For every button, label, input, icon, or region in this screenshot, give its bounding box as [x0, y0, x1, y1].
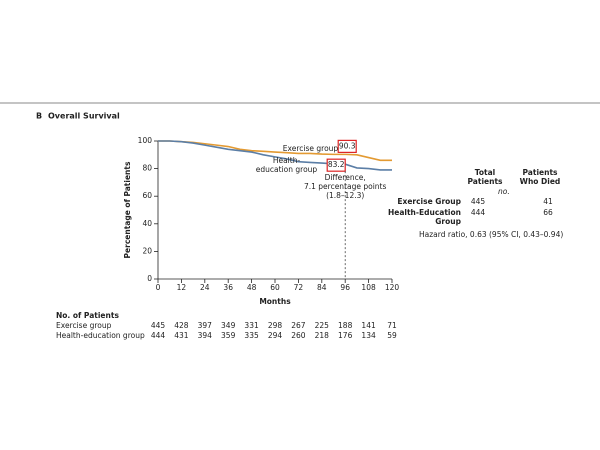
risk-count: 260 — [291, 331, 306, 340]
chart-title: Overall Survival — [48, 112, 120, 121]
x-tick-label: 48 — [247, 283, 257, 292]
x-tick-label: 120 — [385, 283, 400, 292]
x-tick-label: 12 — [177, 283, 187, 292]
y-axis-label: Percentage of Patients — [123, 161, 132, 258]
risk-count: 188 — [338, 321, 353, 330]
annotation-value: 83.2 — [328, 160, 345, 169]
survival-curve — [158, 140, 392, 171]
x-tick-label: 84 — [317, 283, 327, 292]
table-row-name: Health-Education Group — [387, 208, 461, 226]
difference-label: (1.8–12.3) — [326, 191, 364, 200]
risk-count: 394 — [198, 331, 213, 340]
y-tick-label: 60 — [142, 191, 152, 200]
annotation-value: 90.3 — [339, 141, 356, 150]
risk-count: 349 — [221, 321, 236, 330]
risk-count: 444 — [151, 331, 166, 340]
risk-count: 176 — [338, 331, 353, 340]
table-header: Total Patients — [467, 168, 503, 186]
difference-label: 7.1 percentage points — [304, 182, 387, 191]
risk-count: 59 — [387, 331, 397, 340]
table-unit: no. — [498, 187, 510, 196]
x-axis-label: Months — [259, 297, 291, 306]
risk-count: 359 — [221, 331, 236, 340]
risk-count: 397 — [198, 321, 213, 330]
risk-count: 294 — [268, 331, 283, 340]
risk-count: 134 — [361, 331, 376, 340]
risk-count: 335 — [244, 331, 259, 340]
x-tick-label: 0 — [156, 283, 161, 292]
risk-row-name: Health-education group — [56, 331, 145, 340]
risk-count: 141 — [361, 321, 376, 330]
table-header: Patients Who Died — [519, 168, 561, 186]
table-cell: 444 — [470, 208, 486, 217]
table-cell: 445 — [470, 197, 486, 206]
panel-label: B — [36, 112, 42, 121]
x-tick-label: 108 — [361, 283, 376, 292]
x-tick-label: 96 — [340, 283, 350, 292]
difference-label: Difference, — [325, 173, 366, 182]
x-tick-label: 72 — [294, 283, 304, 292]
risk-count: 331 — [244, 321, 259, 330]
series-label: Exercise group — [282, 144, 339, 154]
risk-count: 225 — [315, 321, 330, 330]
table-cell: 41 — [543, 197, 553, 206]
risk-count: 218 — [315, 331, 330, 340]
risk-count: 71 — [387, 321, 397, 330]
x-tick-label: 60 — [270, 283, 280, 292]
risk-table-title: No. of Patients — [56, 311, 119, 320]
hazard-note: Hazard ratio, 0.63 (95% CI, 0.43–0.94) — [419, 230, 564, 239]
y-tick-label: 80 — [142, 164, 152, 173]
risk-count: 298 — [268, 321, 283, 330]
x-tick-label: 24 — [200, 283, 210, 292]
y-tick-label: 0 — [147, 274, 152, 283]
y-tick-label: 100 — [138, 136, 153, 145]
y-tick-label: 20 — [142, 246, 152, 255]
series-label: Health-education group — [255, 156, 318, 175]
x-tick-label: 36 — [223, 283, 233, 292]
risk-count: 428 — [174, 321, 189, 330]
annotation-box — [326, 158, 346, 172]
survival-curve — [158, 140, 392, 162]
table-cell: 66 — [543, 208, 553, 217]
annotation-box — [337, 139, 357, 153]
risk-count: 445 — [151, 321, 166, 330]
risk-row-name: Exercise group — [56, 321, 112, 330]
risk-count: 431 — [174, 331, 189, 340]
y-tick-label: 40 — [142, 219, 152, 228]
table-row-name: Exercise Group — [397, 197, 461, 206]
risk-count: 267 — [291, 321, 306, 330]
